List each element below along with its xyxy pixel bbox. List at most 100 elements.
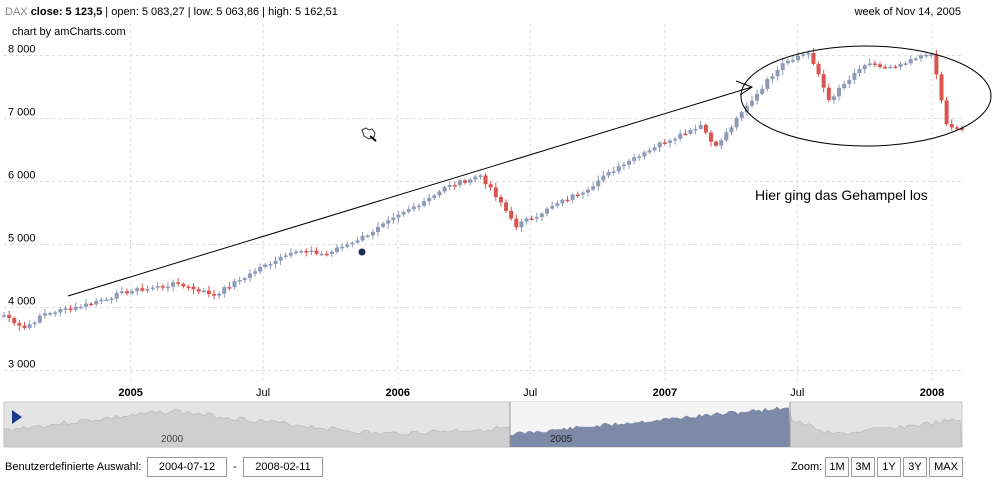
candle-body [273,260,278,264]
candle-body [340,246,345,249]
y-tick-label: 7 000 [8,107,36,119]
candle-body [919,55,924,59]
zoom-3m-button[interactable]: 3M [851,457,875,477]
candle-body [734,117,739,128]
candle-body [504,202,509,211]
candle-body [960,127,964,130]
candle-body [647,150,652,153]
candle-body [370,231,375,236]
date-dash: - [233,461,237,473]
play-icon[interactable] [12,410,22,424]
candle-body [729,127,734,133]
candle-body [355,240,360,243]
candle-body [867,63,872,66]
candle-body [657,142,662,148]
candles [2,48,964,331]
candle-body [319,253,324,256]
candle-body [232,281,237,288]
candle-body [442,187,447,192]
candle-body [493,187,498,198]
navigator[interactable]: 2000 2005 [3,401,963,448]
candle-body [411,206,416,210]
zoom-1m-button[interactable]: 1M [825,457,849,477]
candle-body [698,124,703,129]
zoom-1y-button[interactable]: 1Y [877,457,901,477]
candle-body [483,175,488,185]
candle-body [58,309,63,313]
candle-body [396,214,401,218]
candle-body [288,252,293,256]
open-label: open: [111,6,139,18]
candle-body [130,291,135,294]
candle-body [529,218,534,220]
quote-header: DAX close: 5 123,5 | open: 5 083,27 | lo… [5,6,338,18]
candle-body [160,286,165,288]
candle-body [765,79,770,89]
candle-body [155,286,160,288]
candle-body [247,273,252,279]
candle-body [770,76,775,80]
candle-body [201,290,206,292]
y-axis-labels: 3 000 4 000 5 000 6 000 7 000 8 000 [8,44,36,371]
candle-body [534,216,539,219]
candle-body [48,313,53,315]
candle-body [801,54,806,57]
candle-body [939,74,944,101]
candle-body [785,60,790,64]
candle-body [903,63,908,65]
candle-body [217,293,222,296]
candle-body [171,282,176,287]
high-label: high: [268,6,292,18]
candle-body [857,69,862,74]
candle-body [949,124,954,128]
candle-body [550,205,555,209]
candle-body [242,278,247,281]
zoom-max-button[interactable]: MAX [929,457,963,477]
candle-body [391,217,396,221]
candle-body [422,201,427,206]
candle-body [278,256,283,261]
candle-body [944,100,949,125]
candle-body [42,313,47,316]
candle-body [611,171,616,173]
candle-body [913,58,918,61]
candle-body [760,88,765,94]
candle-body [749,100,754,106]
candle-body [586,189,591,193]
custom-range-label: Benutzerdefinierte Auswahl: [5,461,142,473]
candle-body [570,194,575,200]
candle-body [263,264,268,267]
hand-cursor-icon [361,127,377,142]
from-date-input[interactable]: 2004-07-12 [147,457,227,477]
candle-body [73,306,78,310]
zoom-3y-button[interactable]: 3Y [903,457,927,477]
candle-body [345,244,350,247]
candle-body [708,132,713,142]
candle-body [324,253,329,256]
low-value: 5 063,86 [216,6,260,18]
candle-body [329,251,334,255]
to-date-input[interactable]: 2008-02-11 [243,457,323,477]
candle-body [667,140,672,143]
low-label: low: [193,6,214,18]
candle-body [150,287,155,289]
candle-body [688,129,693,134]
symbol-label: DAX [5,6,28,18]
candle-body [365,235,370,237]
candle-body [416,205,421,208]
candle-body [473,176,478,180]
candle-body [119,291,124,294]
candle-body [432,195,437,198]
candle-body [842,84,847,88]
candle-body [191,286,196,290]
candle-body [468,179,473,183]
candle-body [545,208,550,214]
candle-body [929,54,934,56]
candle-body [632,157,637,161]
candle-body [401,211,406,215]
candle-body [457,180,462,186]
y-tick-label: 3 000 [8,359,36,371]
candle-body [206,290,211,294]
candle-body [350,242,355,245]
